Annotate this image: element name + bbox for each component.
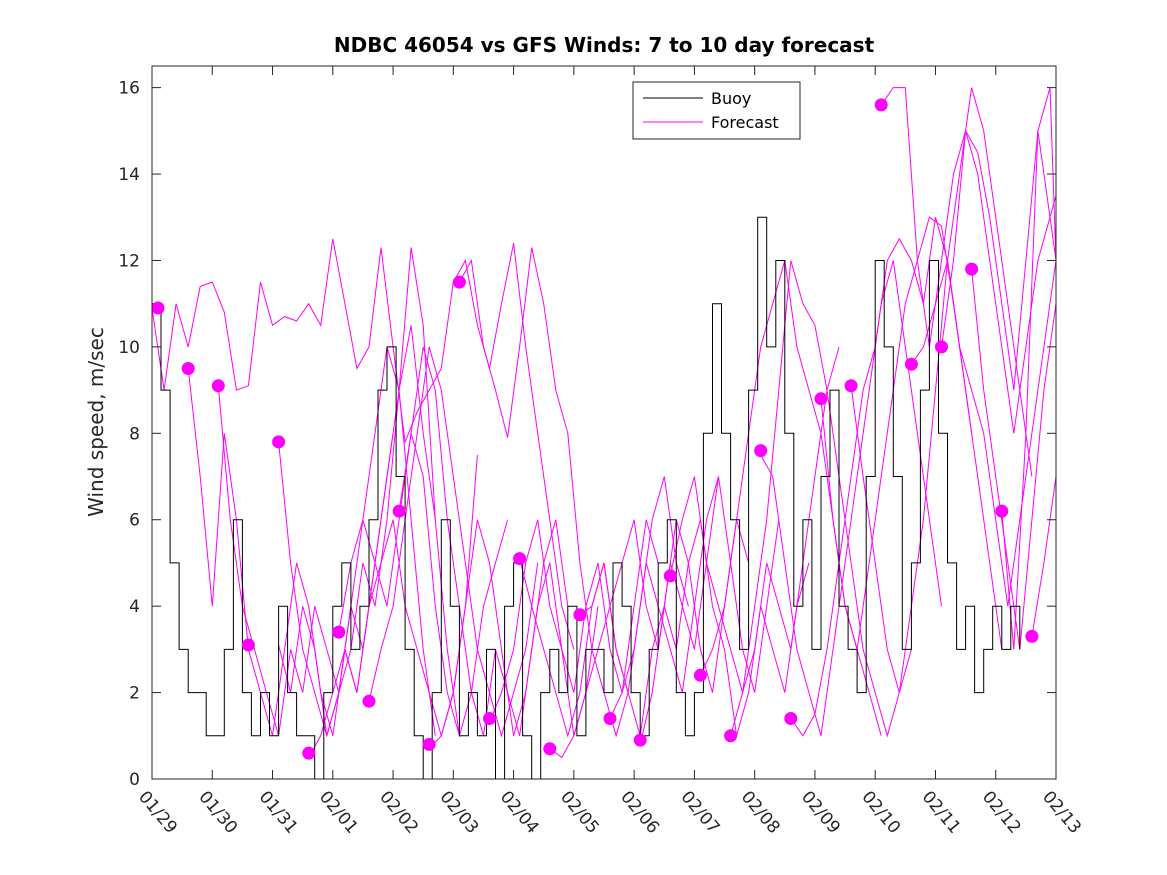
forecast-start-marker (483, 712, 496, 725)
forecast-start-marker (995, 504, 1009, 518)
y-tick-label: 2 (129, 684, 140, 704)
forecast-start-marker (965, 262, 979, 276)
forecast-line (730, 260, 912, 738)
forecast-start-marker (272, 435, 286, 449)
forecast-line (428, 519, 599, 750)
forecast-line (278, 346, 436, 738)
forecast-start-marker (513, 552, 527, 566)
forecast-start-marker (543, 742, 557, 756)
forecast-start-marker (392, 504, 406, 518)
forecast-start-marker (422, 737, 436, 751)
y-axis-label: Wind speed, m/sec (84, 327, 108, 517)
forecast-start-marker (724, 729, 738, 743)
forecast-start-marker (151, 301, 165, 315)
forecast-line (669, 346, 840, 695)
forecast-line (1001, 87, 1056, 650)
legend-label-buoy: Buoy (711, 89, 751, 108)
forecast-line (152, 238, 575, 650)
y-tick-label: 8 (129, 424, 140, 444)
y-tick-label: 16 (118, 79, 140, 99)
forecast-start-marker (1025, 629, 1039, 643)
legend-label-forecast: Forecast (711, 113, 779, 132)
forecast-start-marker (693, 668, 707, 682)
forecast-line (880, 87, 1056, 391)
forecast-start-marker (573, 608, 587, 622)
forecast-start-marker (784, 712, 798, 725)
forecast-start-marker (181, 362, 195, 375)
y-tick-label: 12 (118, 251, 140, 271)
forecast-start-marker (814, 392, 828, 406)
axes-box (151, 65, 1057, 780)
forecast-start-marker (302, 746, 316, 760)
forecast-start-marker (211, 379, 225, 393)
forecast-start-marker (844, 379, 858, 393)
forecast-start-marker (633, 733, 647, 747)
forecast-line (790, 217, 973, 737)
forecast-line (1031, 476, 1056, 637)
forecast-line (910, 260, 1056, 607)
forecast-start-marker (935, 340, 948, 354)
y-tick-label: 14 (118, 165, 140, 185)
forecast-line (639, 519, 810, 745)
forecast-start-marker (874, 98, 888, 112)
forecast-line (850, 87, 1033, 693)
forecast-start-marker (904, 357, 918, 371)
y-tick-label: 6 (129, 511, 140, 531)
forecast-start-marker (362, 694, 376, 708)
forecast-start-marker (332, 625, 346, 639)
forecast-start-marker (603, 712, 617, 725)
forecast-line (820, 216, 1003, 650)
forecast-start-marker (754, 444, 768, 458)
buoy-line (152, 216, 1021, 779)
forecast-start-marker (241, 638, 255, 652)
legend: Buoy Forecast (632, 81, 801, 140)
forecast-start-marker (452, 275, 466, 289)
forecast-line (760, 260, 942, 736)
forecast-line (338, 433, 509, 738)
y-tick-label: 0 (129, 770, 140, 790)
markers-layer (151, 98, 1039, 760)
y-tick-label: 10 (118, 338, 140, 358)
forecast-start-marker (663, 569, 677, 583)
chart-title: NDBC 46054 vs GFS Winds: 7 to 10 day for… (334, 33, 875, 57)
y-tick-label: 4 (129, 597, 140, 617)
series-layer (152, 87, 1056, 779)
forecast-line (489, 519, 659, 723)
legend-box (632, 81, 801, 140)
forecast-line (941, 130, 1056, 434)
forecast-line (458, 247, 629, 738)
